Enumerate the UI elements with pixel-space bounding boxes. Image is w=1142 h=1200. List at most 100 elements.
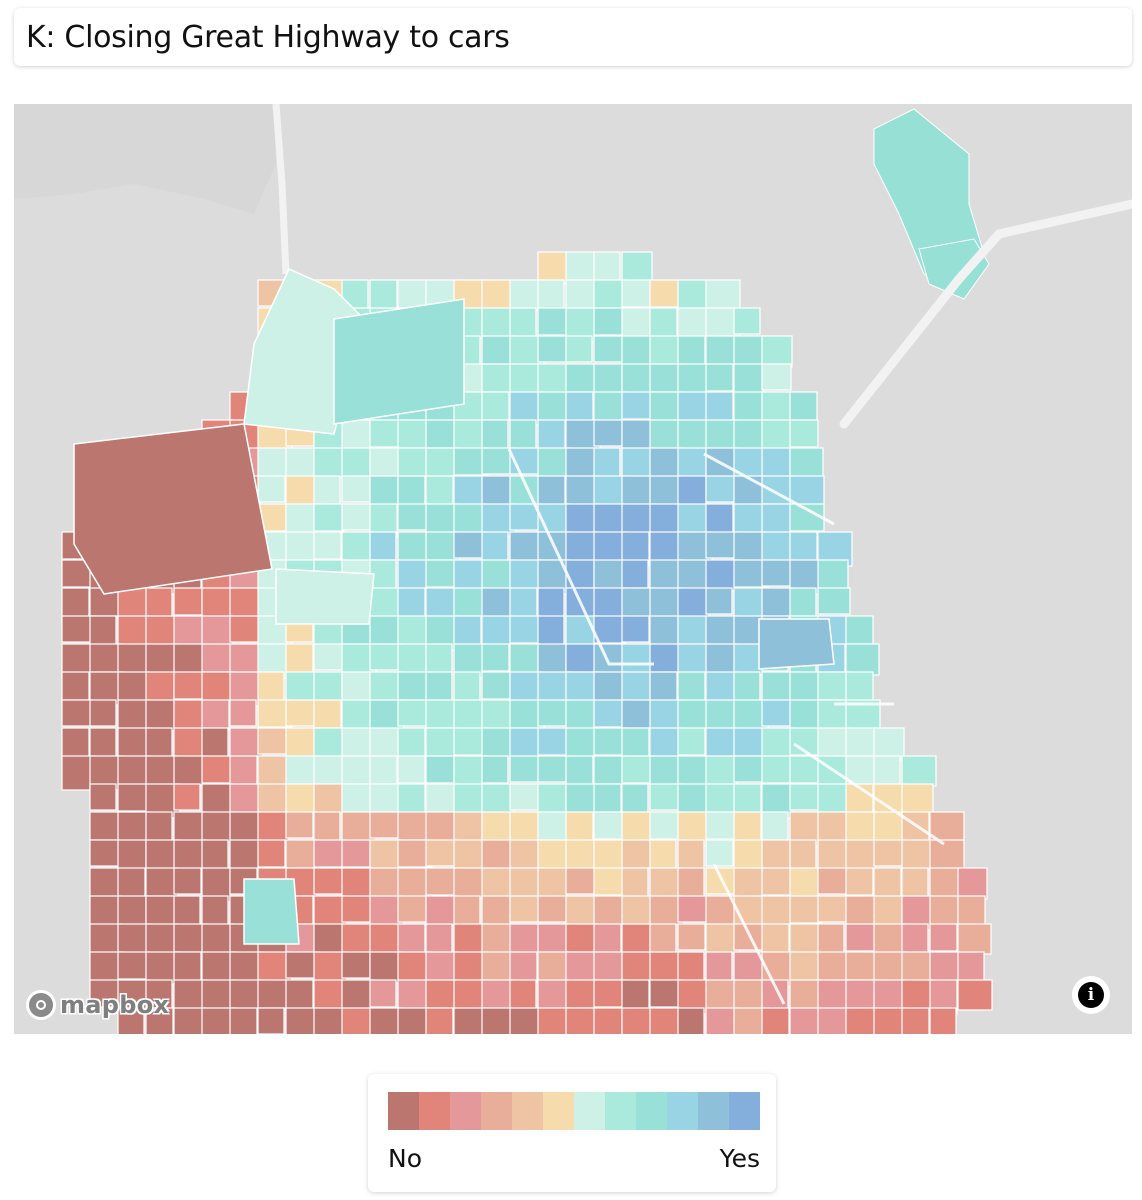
precinct-area[interactable] (397, 727, 426, 760)
precinct-area[interactable] (425, 475, 454, 508)
precinct-area[interactable] (537, 475, 566, 506)
precinct-area[interactable] (733, 1007, 767, 1034)
precinct-area[interactable] (145, 811, 173, 843)
precinct-area[interactable] (789, 1007, 820, 1034)
precinct-area[interactable] (593, 783, 622, 813)
park-mission-bay[interactable] (758, 618, 835, 670)
precinct-area[interactable] (649, 839, 677, 869)
precinct-area[interactable] (341, 531, 373, 562)
precinct-area[interactable] (313, 643, 346, 671)
precinct-area[interactable] (677, 727, 706, 756)
precinct-area[interactable] (789, 447, 824, 479)
precinct-area[interactable] (677, 475, 707, 506)
precinct-area[interactable] (565, 923, 599, 953)
precinct-area[interactable] (593, 615, 626, 644)
precinct-area[interactable] (845, 923, 877, 952)
precinct-area[interactable] (397, 503, 431, 531)
precinct-area[interactable] (425, 419, 459, 449)
precinct-area[interactable] (621, 559, 649, 589)
precinct-area[interactable] (621, 923, 651, 957)
precinct-area[interactable] (285, 503, 315, 534)
precinct-area[interactable] (201, 839, 229, 870)
precinct-area[interactable] (61, 727, 90, 760)
precinct-area[interactable] (957, 867, 988, 900)
precinct-area[interactable] (761, 811, 789, 841)
precinct-area[interactable] (173, 587, 203, 616)
precinct-area[interactable] (817, 1007, 849, 1034)
precinct-area[interactable] (649, 1007, 681, 1034)
precinct-area[interactable] (257, 1007, 285, 1034)
precinct-area[interactable] (229, 1007, 258, 1034)
precinct-area[interactable] (341, 923, 374, 957)
precinct-area[interactable] (873, 727, 905, 761)
precinct-area[interactable] (481, 559, 514, 590)
precinct-area[interactable] (425, 643, 453, 675)
precinct-area[interactable] (145, 699, 175, 732)
precinct-area[interactable] (677, 447, 707, 478)
precinct-area[interactable] (369, 531, 397, 561)
precinct-area[interactable] (201, 699, 230, 731)
precinct-area[interactable] (705, 391, 734, 423)
precinct-area[interactable] (369, 475, 399, 509)
precinct-area[interactable] (901, 1007, 930, 1034)
precinct-area[interactable] (761, 363, 792, 391)
precinct-area[interactable] (705, 699, 738, 730)
precinct-area[interactable] (761, 1007, 790, 1034)
precinct-area[interactable] (425, 951, 459, 985)
precinct-area[interactable] (929, 1007, 957, 1034)
precinct-area[interactable] (285, 979, 314, 1013)
precinct-area[interactable] (677, 391, 709, 425)
precinct-area[interactable] (509, 783, 540, 811)
precinct-area[interactable] (285, 811, 314, 839)
precinct-area[interactable] (537, 727, 569, 756)
precinct-area[interactable] (705, 587, 733, 615)
precinct-area[interactable] (593, 867, 627, 896)
precinct-area[interactable] (929, 923, 958, 952)
precinct-area[interactable] (509, 1007, 540, 1034)
precinct-area[interactable] (789, 475, 825, 509)
precinct-area[interactable] (677, 699, 708, 731)
precinct-area[interactable] (285, 727, 317, 761)
precinct-area[interactable] (789, 391, 818, 423)
precinct-area[interactable] (593, 895, 625, 929)
precinct-area[interactable] (789, 951, 820, 982)
precinct-area[interactable] (873, 867, 902, 897)
precinct-area[interactable] (397, 867, 430, 901)
precinct-area[interactable] (537, 587, 565, 618)
precinct-area[interactable] (705, 839, 734, 867)
precinct-area[interactable] (481, 419, 509, 452)
precinct-area[interactable] (201, 755, 232, 784)
precinct-area[interactable] (89, 727, 117, 760)
precinct-area[interactable] (789, 895, 823, 924)
precinct-area[interactable] (565, 363, 597, 393)
precinct-area[interactable] (369, 811, 403, 839)
precinct-area[interactable] (397, 895, 427, 923)
precinct-area[interactable] (845, 727, 877, 758)
precinct-area[interactable] (705, 279, 741, 310)
precinct-area[interactable] (537, 419, 566, 450)
precinct-area[interactable] (201, 727, 229, 760)
precinct-area[interactable] (89, 699, 117, 727)
precinct-area[interactable] (845, 643, 880, 676)
precinct-area[interactable] (369, 979, 397, 1008)
precinct-area[interactable] (929, 839, 965, 871)
precinct-area[interactable] (145, 755, 178, 789)
precinct-area[interactable] (565, 251, 595, 284)
precinct-area[interactable] (705, 811, 736, 840)
precinct-area[interactable] (761, 335, 793, 368)
precinct-area[interactable] (453, 615, 482, 649)
precinct-area[interactable] (817, 727, 851, 761)
precinct-area[interactable] (257, 447, 290, 481)
precinct-area[interactable] (257, 979, 289, 1009)
precinct-area[interactable] (733, 363, 764, 395)
precinct-area[interactable] (789, 755, 822, 784)
precinct-area[interactable] (313, 755, 344, 787)
precinct-area[interactable] (117, 783, 148, 812)
precinct-area[interactable] (481, 895, 511, 927)
precinct-area[interactable] (313, 475, 341, 505)
precinct-area[interactable] (705, 867, 736, 895)
precinct-area[interactable] (313, 699, 342, 729)
precinct-area[interactable] (117, 1007, 145, 1034)
precinct-area[interactable] (789, 783, 822, 811)
precinct-area[interactable] (509, 307, 537, 339)
